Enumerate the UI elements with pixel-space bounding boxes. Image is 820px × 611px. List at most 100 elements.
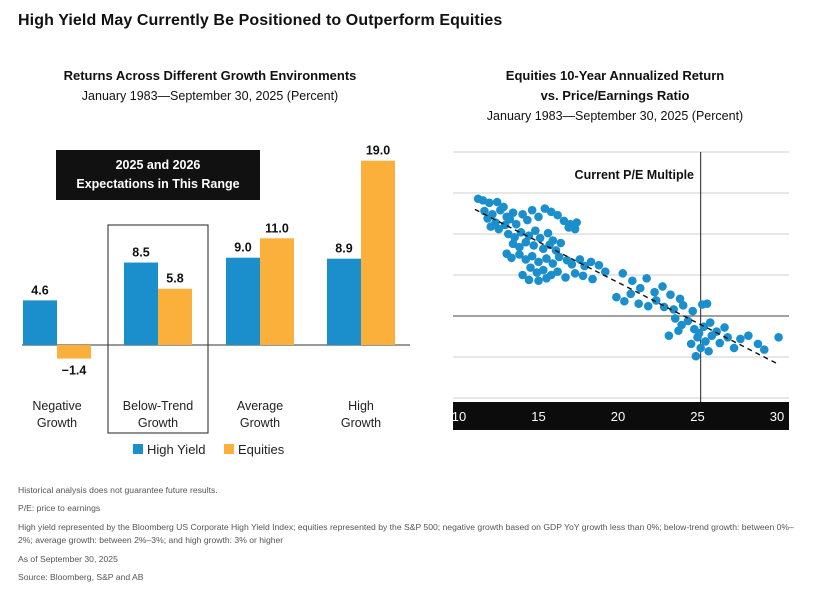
right-chart-title-line2: vs. Price/Earnings Ratio (540, 88, 690, 103)
scatter-point (556, 238, 566, 248)
footnote-definitions: High yield represented by the Bloomberg … (18, 521, 794, 546)
scatter-point (510, 232, 519, 242)
scatter-point (523, 215, 532, 225)
scatter-point (534, 212, 543, 222)
footnote-pe: P/E: price to earnings (18, 503, 101, 514)
scatter-point (507, 253, 516, 263)
scatter-point (542, 273, 551, 283)
scatter-point (686, 339, 696, 349)
x-tick-label: 10 (452, 409, 466, 424)
scatter-point (759, 345, 769, 354)
scatter-point (524, 275, 534, 285)
scatter-point (524, 231, 534, 240)
bar-value-label: 11.0 (265, 221, 289, 235)
legend-swatch-equities (224, 444, 234, 454)
scatter-point (570, 224, 580, 234)
scatter-point (553, 210, 562, 220)
scatter-point (531, 226, 540, 236)
scatter-point (650, 287, 659, 297)
right-chart-title-line1: Equities 10-Year Annualized Return (505, 68, 725, 83)
bar-equities-1 (158, 288, 192, 345)
scatter-point (666, 290, 675, 299)
footnote-date: As of September 30, 2025 (18, 553, 118, 564)
scatter-point (642, 273, 651, 283)
scatter-point (521, 237, 531, 247)
scatter-point (683, 316, 693, 326)
scatter-point (688, 306, 698, 316)
scatter-point (554, 252, 564, 262)
callout-box (56, 150, 260, 200)
scatter-point (508, 208, 518, 217)
scatter-point (626, 289, 636, 299)
scatter-point (548, 259, 558, 268)
scatter-point (678, 301, 688, 310)
scatter-point (658, 282, 667, 291)
scatter-point (612, 292, 621, 302)
page-title: High Yield May Currently Be Positioned t… (18, 12, 503, 29)
scatter-point (494, 224, 504, 234)
scatter-point (707, 331, 717, 340)
current-pe-annotation: Current P/E Multiple (575, 168, 695, 182)
scatter-point (643, 301, 653, 311)
scatter-point (540, 204, 550, 213)
trend-line (474, 208, 778, 365)
scatter-point (586, 257, 596, 267)
bar-chart: 2025 and 2026 Expectations in This Range… (22, 144, 410, 457)
highlight-box (107, 224, 209, 434)
scatter-point (521, 255, 531, 264)
callout-line-2: Expectations in This Range (76, 177, 239, 191)
scatter-point (559, 216, 569, 226)
scatter-point (729, 343, 739, 353)
scatter-point (508, 239, 518, 249)
x-tick-label: 25 (690, 409, 704, 424)
scatter-point (620, 296, 629, 306)
footnote-source: Source: Bloomberg, S&P and AB (18, 572, 144, 583)
scatter-point (675, 294, 685, 304)
scatter-point (753, 339, 763, 349)
category-label: Average (237, 399, 283, 413)
scatter-point (480, 206, 489, 216)
scatter-point (691, 351, 701, 361)
scatter-point (515, 242, 524, 252)
legend-swatch-high-yield (133, 444, 143, 454)
bar-value-label: 9.0 (234, 241, 251, 255)
right-chart-subtitle: January 1983—September 30, 2025 (Percent… (486, 109, 744, 123)
scatter-point (483, 214, 492, 223)
callout-line-1: 2025 and 2026 (116, 158, 201, 172)
scatter-point (774, 333, 783, 342)
x-axis-band (453, 402, 789, 430)
scatter-point (578, 271, 588, 281)
legend-label: Equities (238, 442, 285, 457)
scatter-point (674, 326, 683, 336)
scatter-point (736, 334, 745, 344)
bar-value-label: 8.9 (335, 242, 352, 256)
scatter-point (628, 276, 637, 286)
scatter-point (723, 333, 733, 342)
category-label: Growth (341, 416, 381, 430)
scatter-point (496, 205, 505, 215)
scatter-point (505, 214, 515, 224)
footnotes: Historical analysis does not guarantee f… (18, 484, 808, 589)
scatter-point (529, 241, 539, 250)
scatter-point (542, 254, 551, 263)
bar-value-label: 4.6 (31, 283, 48, 297)
scatter-point (500, 220, 510, 230)
bar-equities-0 (57, 345, 91, 359)
scatter-point (538, 244, 548, 254)
scatter-point (618, 269, 628, 278)
bar-value-label: −1.4 (62, 364, 87, 378)
scatter-point (492, 197, 502, 207)
scatter-point (701, 337, 710, 346)
scatter-point (567, 260, 577, 269)
bar-high-yield-1 (124, 262, 158, 345)
category-label: Growth (240, 416, 280, 430)
scatter-point (538, 265, 548, 275)
bar-equities-2 (260, 238, 294, 345)
scatter-point (561, 273, 570, 282)
scatter-point (720, 323, 729, 332)
scatter-point (696, 343, 705, 353)
bar-value-label: 8.5 (132, 246, 149, 260)
x-tick-label: 20 (611, 409, 625, 424)
bar-value-label: 19.0 (366, 144, 390, 158)
left-chart-title: Returns Across Different Growth Environm… (63, 68, 357, 83)
